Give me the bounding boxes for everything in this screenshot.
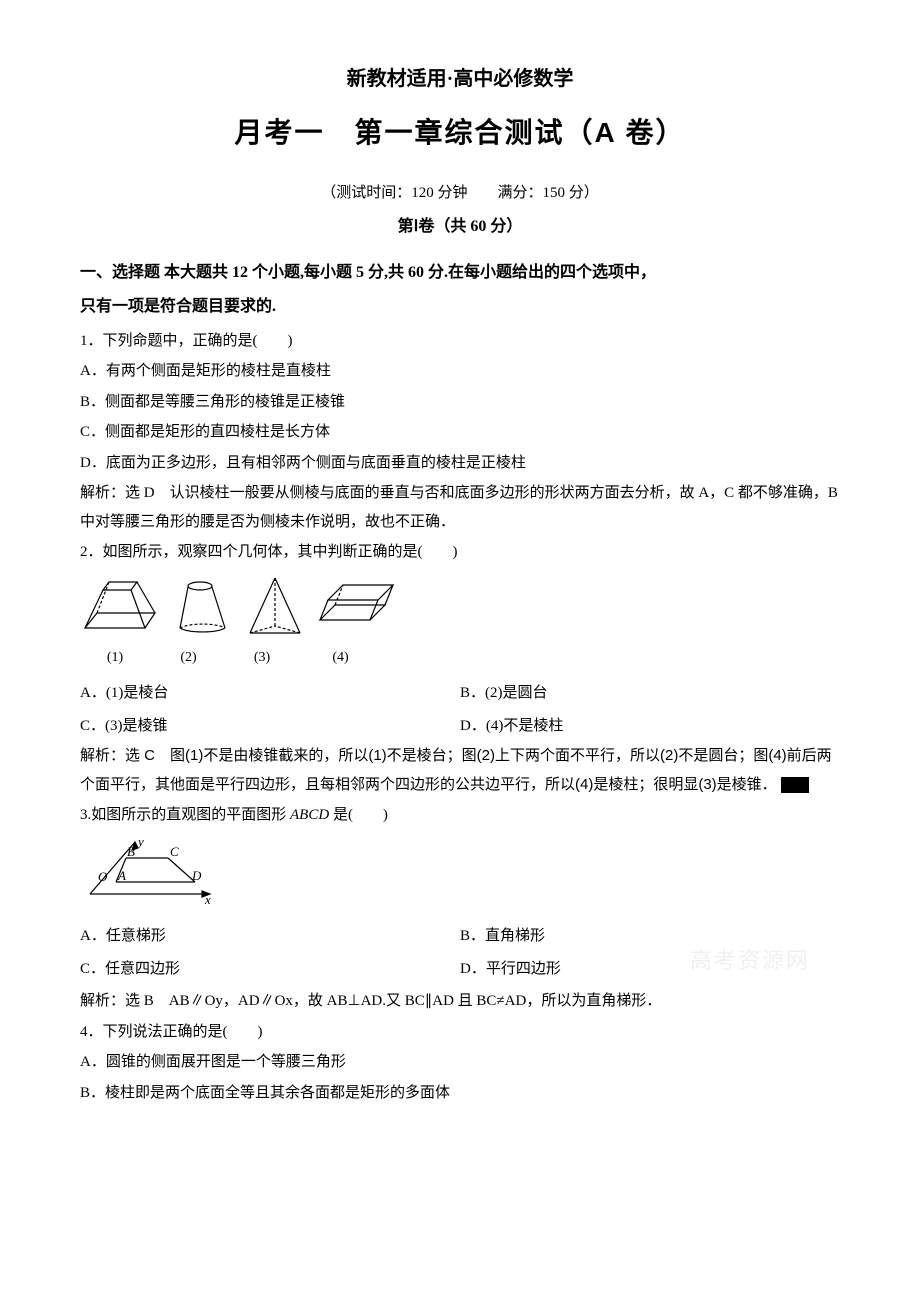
fig-label-3: (3) bbox=[227, 645, 297, 672]
q2-figure-labels: (1) (2) (3) (4) bbox=[80, 645, 840, 672]
q3-option-a: A．任意梯形 bbox=[80, 922, 460, 951]
q2-answer-prefix: 解析：选 C bbox=[80, 747, 170, 764]
q1-option-d: D．底面为正多边形，且有相邻两个侧面与底面垂直的棱柱是正棱柱 bbox=[80, 449, 840, 478]
instruction-line-2: 只有一项是符合题目要求的. bbox=[80, 292, 840, 322]
black-box-icon bbox=[781, 777, 809, 793]
fig-label-4: (4) bbox=[301, 645, 381, 672]
q2-option-a: A．(1)是棱台 bbox=[80, 679, 460, 708]
q3-stem: 3.如图所示的直观图的平面图形 ABCD 是( ) bbox=[80, 801, 840, 830]
exam-title: 月考一 第一章综合测试（A 卷） bbox=[80, 106, 840, 159]
q3-answer: 解析：选 B AB∥Oy，AD∥Ox，故 AB⊥AD.又 BC∥AD 且 BC≠… bbox=[80, 987, 840, 1016]
fig-label-1: (1) bbox=[80, 645, 150, 672]
q2-option-c: C．(3)是棱锥 bbox=[80, 712, 460, 741]
q2-answer-body: 图(1)不是由棱锥截来的，所以(1)不是棱台；图(2)上下两个面不平行，所以(2… bbox=[80, 747, 832, 793]
watermark: 高考资源网 bbox=[690, 940, 810, 982]
q1-option-a: A．有两个侧面是矩形的棱柱是直棱柱 bbox=[80, 357, 840, 386]
point-d-label: D bbox=[191, 868, 202, 883]
point-c-label: C bbox=[170, 844, 179, 859]
axis-y-label: y bbox=[136, 834, 144, 849]
q1-option-c: C．侧面都是矩形的直四棱柱是长方体 bbox=[80, 418, 840, 447]
section-header: 第Ⅰ卷（共 60 分） bbox=[80, 212, 840, 242]
fig-label-2: (2) bbox=[154, 645, 224, 672]
q1-answer: 解析：选 D 认识棱柱一般要从侧棱与底面的垂直与否和底面多边形的形状两方面去分析… bbox=[80, 479, 840, 536]
point-a-label: A bbox=[117, 868, 126, 883]
q2-stem: 2．如图所示，观察四个几何体，其中判断正确的是( ) bbox=[80, 538, 840, 567]
q1-stem: 1．下列命题中，正确的是( ) bbox=[80, 327, 840, 356]
q2-option-b: B．(2)是圆台 bbox=[460, 679, 840, 708]
q3-stem-abcd: ABCD bbox=[290, 807, 329, 823]
q4-option-b: B．棱柱即是两个底面全等且其余各面都是矩形的多面体 bbox=[80, 1079, 840, 1108]
point-b-label: B bbox=[127, 844, 135, 859]
q4-option-a: A．圆锥的侧面展开图是一个等腰三角形 bbox=[80, 1048, 840, 1077]
q2-answer: 解析：选 C 图(1)不是由棱锥截来的，所以(1)不是棱台；图(2)上下两个面不… bbox=[80, 742, 840, 799]
q3-stem-post: 是( ) bbox=[329, 807, 388, 823]
q3-figure: y B C O A D x bbox=[80, 834, 840, 915]
q3-stem-pre: 3.如图所示的直观图的平面图形 bbox=[80, 807, 290, 823]
exam-meta: （测试时间：120 分钟 满分：150 分） bbox=[80, 179, 840, 208]
q3-option-c: C．任意四边形 bbox=[80, 955, 460, 984]
instruction-line-1: 一、选择题 本大题共 12 个小题,每小题 5 分,共 60 分.在每小题给出的… bbox=[80, 258, 840, 288]
q4-stem: 4．下列说法正确的是( ) bbox=[80, 1018, 840, 1047]
header-subtitle: 新教材适用·高中必修数学 bbox=[80, 60, 840, 98]
axis-x-label: x bbox=[204, 892, 211, 904]
q2-figures bbox=[80, 573, 840, 643]
q2-option-d: D．(4)不是棱柱 bbox=[460, 712, 840, 741]
q1-option-b: B．侧面都是等腰三角形的棱锥是正棱锥 bbox=[80, 388, 840, 417]
point-o-label: O bbox=[98, 869, 108, 884]
